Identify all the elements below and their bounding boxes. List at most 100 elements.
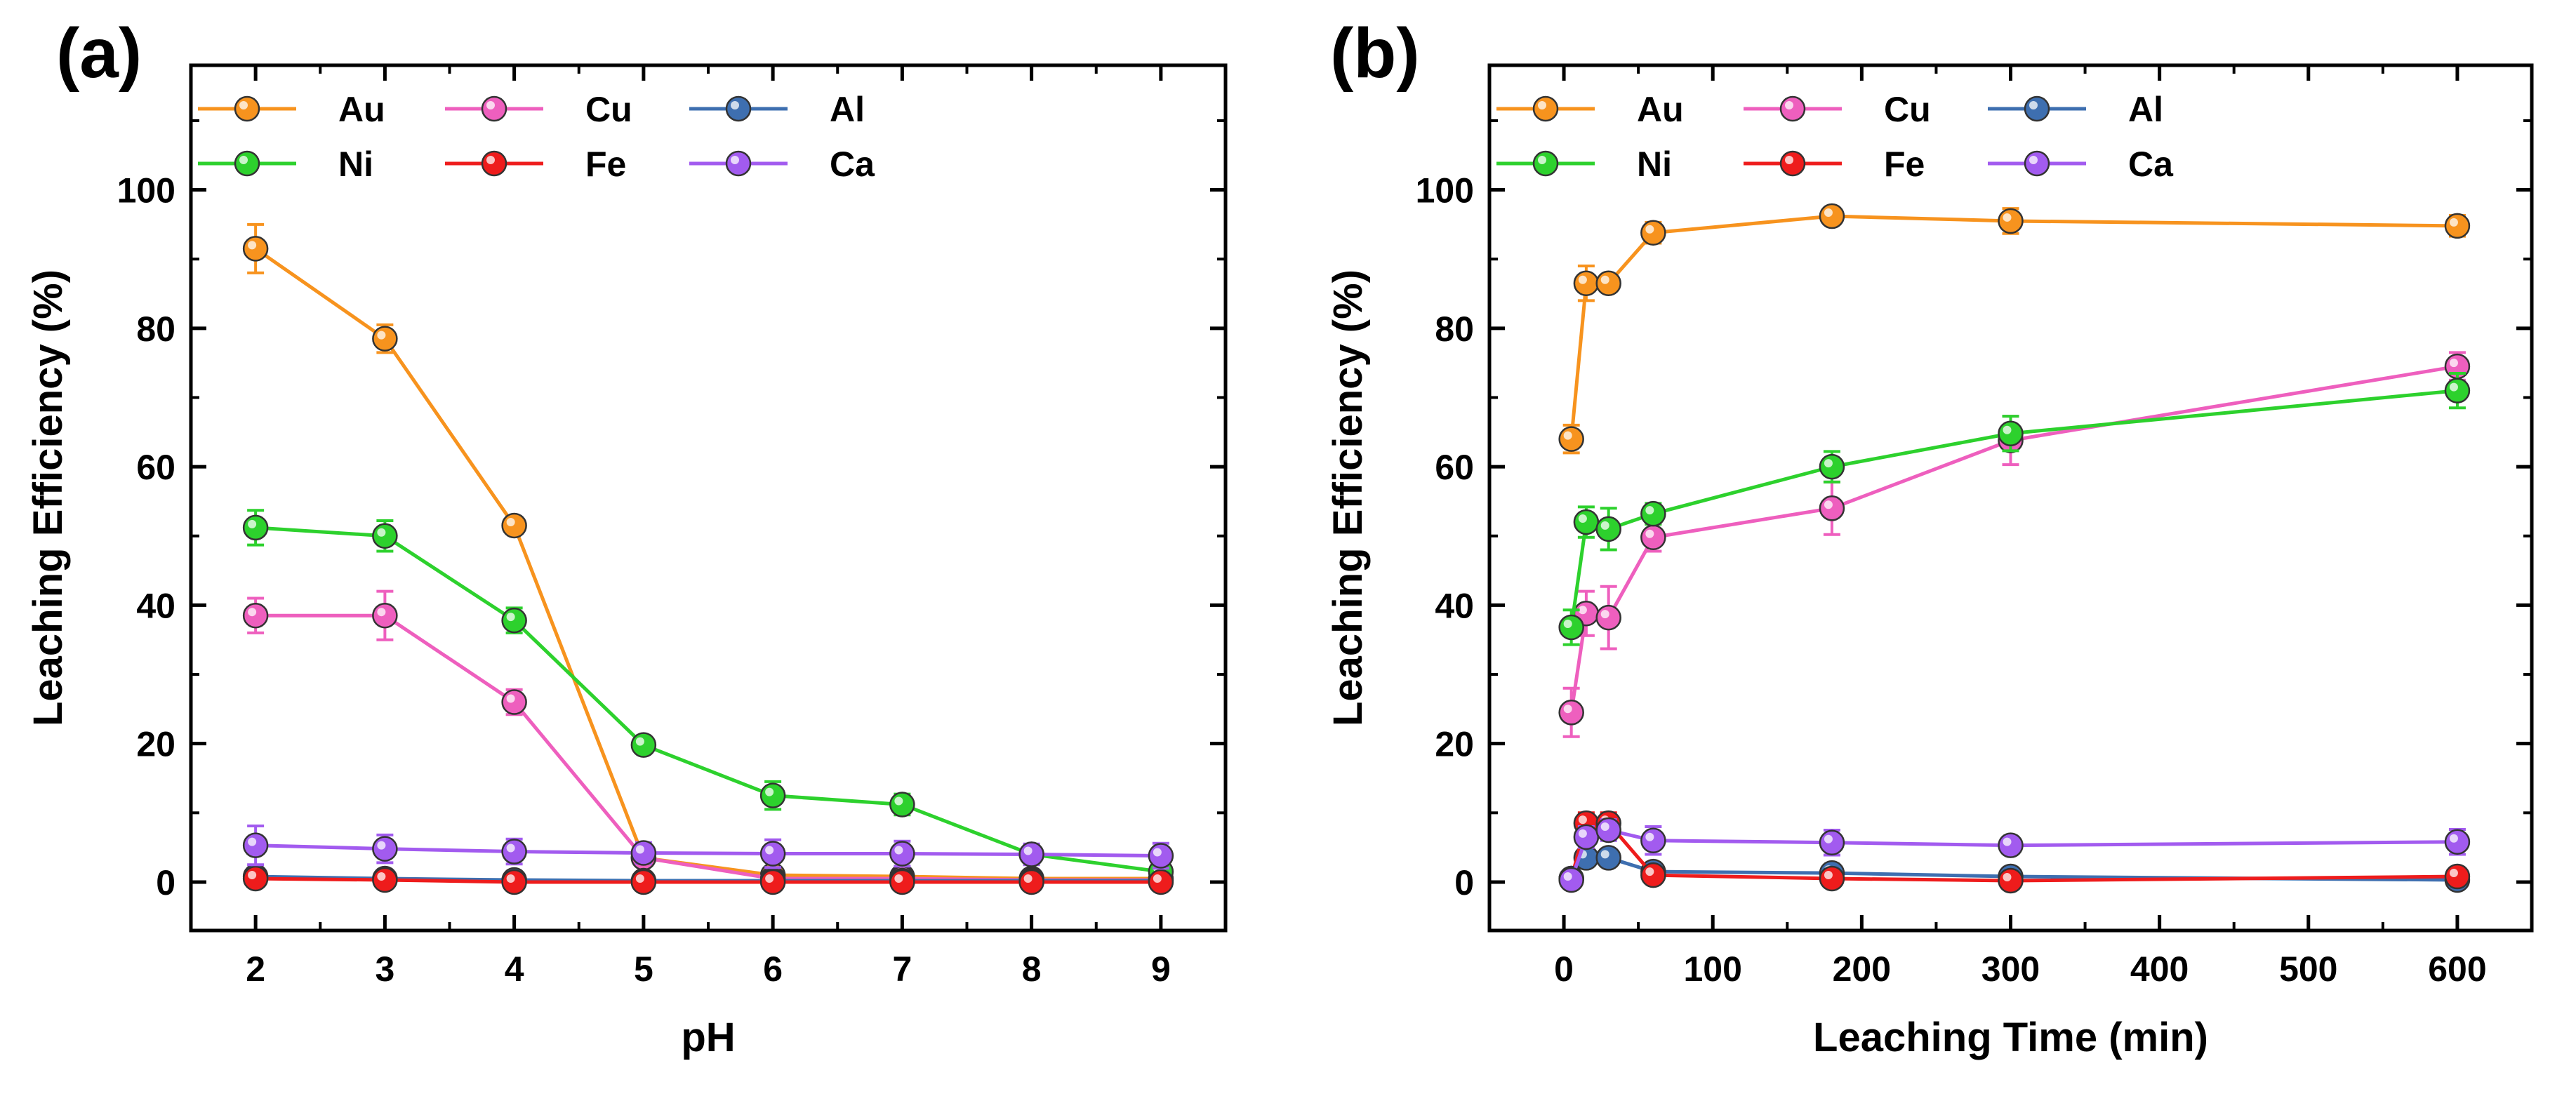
y-tick-label: 20 <box>1435 725 1474 764</box>
x-tick-label: 4 <box>505 949 524 989</box>
data-point-ni <box>1573 509 1600 535</box>
plot-frame <box>1487 63 2534 933</box>
legend-label: Cu <box>585 90 632 129</box>
legend-label: Al <box>830 90 865 129</box>
data-point-au <box>242 236 269 262</box>
x-axis-title: Leaching Time (min) <box>1813 1015 2208 1060</box>
x-tick-label: 300 <box>1981 949 2040 989</box>
y-tick-label: 60 <box>1435 448 1474 487</box>
legend: Au Cu Al Ni Fe Ca <box>198 90 875 184</box>
data-point-au <box>1573 270 1600 296</box>
x-tick-label: 7 <box>892 949 912 989</box>
legend-marker-al <box>725 95 752 122</box>
panel-label: (a) <box>56 14 142 93</box>
series-au <box>242 222 1174 892</box>
x-tick-label: 200 <box>1833 949 1891 989</box>
data-point-cu <box>1819 495 1845 521</box>
series-ca <box>1558 817 2471 893</box>
y-tick-label: 100 <box>1416 171 1474 211</box>
data-point-cu <box>242 602 269 629</box>
series-ca <box>242 825 1174 870</box>
plot-frame <box>189 63 1228 933</box>
data-point-ni <box>759 782 786 808</box>
legend-marker-fe <box>1779 150 1806 177</box>
y-tick-label: 80 <box>136 309 175 349</box>
legend-label: Fe <box>1884 145 1925 184</box>
data-point-ca <box>1558 867 1584 893</box>
chart-panel-b: 0 100 200 300 400 500 600 0 20 40 60 80 100 Leaching … <box>1325 14 2534 1060</box>
legend-label: Ni <box>338 145 373 184</box>
data-point-fe <box>1819 865 1845 892</box>
y-tick-label: 40 <box>1435 586 1474 625</box>
data-point-cu <box>372 602 398 629</box>
x-tick-label: 3 <box>375 949 394 989</box>
data-point-au <box>372 326 398 352</box>
data-point-ca <box>1018 841 1044 867</box>
legend-label: Ca <box>2128 145 2174 184</box>
x-tick-label: 2 <box>246 949 265 989</box>
data-point-cu <box>1640 524 1666 550</box>
series-fe <box>242 865 1174 895</box>
legend-marker-au <box>234 95 260 122</box>
data-point-ca <box>759 841 786 867</box>
data-point-au <box>1558 426 1584 452</box>
x-tick-label: 400 <box>2130 949 2189 989</box>
series-ni <box>242 509 1174 885</box>
data-point-cu <box>501 689 527 715</box>
chart-panel-a: 2 3 4 5 6 7 8 9 0 20 40 60 80 100 pH Leaching Efficienc… <box>25 14 1228 1060</box>
data-point-fe <box>242 865 269 892</box>
data-point-ca <box>1998 832 2024 858</box>
data-point-fe <box>1018 869 1044 895</box>
data-point-ca <box>1595 817 1621 843</box>
legend-label: Au <box>338 90 385 129</box>
data-point-ca <box>242 832 269 858</box>
x-axis-title: pH <box>681 1015 735 1060</box>
data-point-ni <box>242 514 269 541</box>
series-line-fe <box>255 876 1161 884</box>
panel-label: (b) <box>1330 14 1420 93</box>
legend-item-fe: Fe <box>445 145 626 184</box>
legend-label: Al <box>2128 90 2163 129</box>
series-ni <box>1558 371 2471 646</box>
data-point-au <box>1640 220 1666 246</box>
legend-item-fe: Fe <box>1744 145 1925 184</box>
data-point-ni <box>1558 614 1584 641</box>
y-tick-label: 0 <box>1454 863 1474 902</box>
legend-marker-fe <box>481 150 507 177</box>
series-line-ni <box>255 526 1162 874</box>
data-point-au <box>1595 270 1621 296</box>
legend-item-al: Al <box>689 90 865 129</box>
y-tick-label: 20 <box>136 725 175 764</box>
legend-marker-cu <box>1779 95 1806 122</box>
data-point-ni <box>2444 378 2471 403</box>
data-point-ni <box>1595 516 1621 542</box>
data-point-ni <box>501 607 527 634</box>
data-point-ni <box>1819 453 1845 480</box>
series-line-cu <box>1569 364 2458 713</box>
y-axis-title: Leaching Efficiency (%) <box>1325 269 1371 726</box>
x-tick-label: 100 <box>1683 949 1741 989</box>
data-point-ca <box>1573 824 1600 850</box>
legend-label: Ca <box>830 145 875 184</box>
data-point-ni <box>889 792 915 818</box>
series-line-au <box>1569 214 2457 439</box>
data-point-ni <box>1640 500 1666 527</box>
data-point-fe <box>1640 862 1666 888</box>
y-tick-label: 0 <box>156 863 175 902</box>
x-tick-label: 8 <box>1022 949 1042 989</box>
legend-item-cu: Cu <box>445 90 632 129</box>
data-point-au <box>1819 203 1845 229</box>
series-au <box>1558 203 2471 455</box>
data-point-au <box>501 512 527 539</box>
data-point-al <box>1595 845 1621 871</box>
series-line-ca <box>255 843 1161 858</box>
data-point-fe <box>630 869 657 895</box>
data-point-ca <box>1148 843 1174 869</box>
y-tick-label: 80 <box>1435 309 1474 349</box>
legend-item-ca: Ca <box>1988 145 2174 184</box>
legend-item-au: Au <box>1496 90 1684 129</box>
axis-ticks <box>1489 65 2532 930</box>
data-point-fe <box>501 869 527 895</box>
data-point-fe <box>2444 863 2471 890</box>
legend-marker-ni <box>234 150 260 177</box>
